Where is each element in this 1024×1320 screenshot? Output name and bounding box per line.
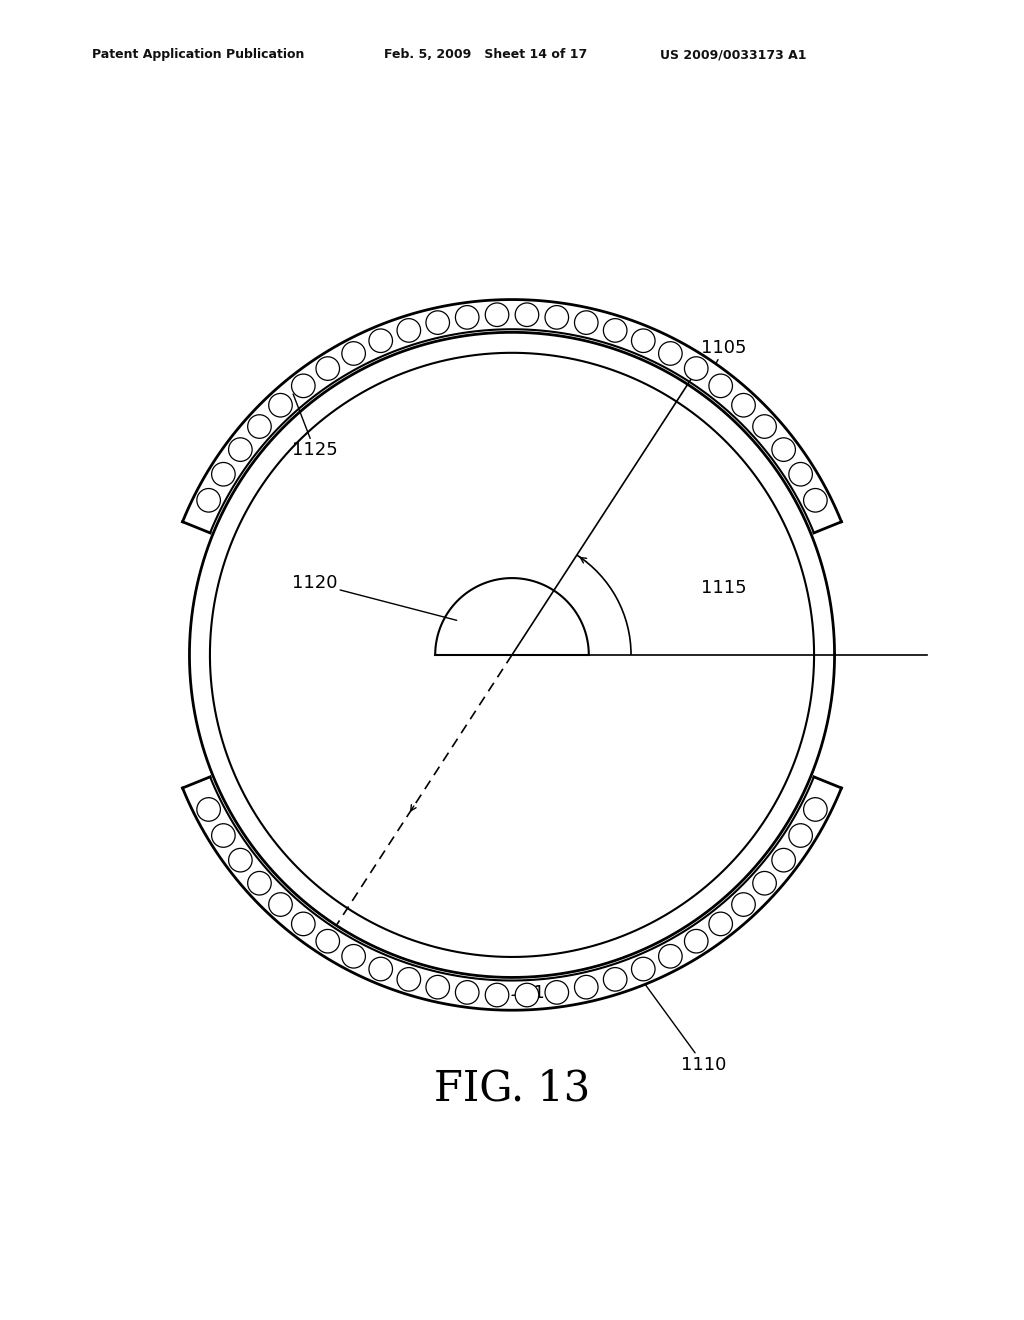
Circle shape (709, 912, 732, 936)
Circle shape (684, 356, 708, 380)
Circle shape (228, 849, 252, 873)
Circle shape (658, 945, 682, 968)
Circle shape (268, 393, 292, 417)
Circle shape (709, 374, 732, 397)
Text: 1115: 1115 (701, 579, 748, 598)
Circle shape (397, 318, 421, 342)
Circle shape (788, 824, 812, 847)
Circle shape (545, 306, 568, 329)
Text: 1105: 1105 (701, 339, 746, 364)
Circle shape (485, 304, 509, 326)
Circle shape (545, 981, 568, 1005)
Circle shape (804, 797, 827, 821)
Circle shape (632, 329, 655, 352)
Circle shape (485, 983, 509, 1007)
Circle shape (397, 968, 421, 991)
Circle shape (197, 488, 220, 512)
Circle shape (658, 342, 682, 366)
Text: FIG. 13: FIG. 13 (434, 1067, 590, 1109)
Circle shape (212, 462, 236, 486)
Circle shape (316, 929, 340, 953)
Circle shape (632, 957, 655, 981)
Text: US 2009/0033173 A1: US 2009/0033173 A1 (660, 48, 807, 61)
Circle shape (772, 438, 796, 462)
Circle shape (603, 968, 627, 991)
Text: 1110: 1110 (645, 985, 726, 1073)
Text: Patent Application Publication: Patent Application Publication (92, 48, 304, 61)
Circle shape (732, 393, 756, 417)
Circle shape (316, 356, 340, 380)
Circle shape (515, 304, 539, 326)
Text: Feb. 5, 2009   Sheet 14 of 17: Feb. 5, 2009 Sheet 14 of 17 (384, 48, 587, 61)
Circle shape (603, 318, 627, 342)
Circle shape (292, 912, 315, 936)
Text: 1120: 1120 (292, 574, 457, 620)
Circle shape (248, 871, 271, 895)
Circle shape (248, 414, 271, 438)
Circle shape (804, 488, 827, 512)
Circle shape (212, 824, 236, 847)
Circle shape (753, 871, 776, 895)
Circle shape (684, 929, 708, 953)
Circle shape (753, 414, 776, 438)
Circle shape (515, 983, 539, 1007)
Circle shape (369, 329, 392, 352)
Circle shape (772, 849, 796, 873)
Circle shape (369, 957, 392, 981)
Circle shape (574, 975, 598, 999)
Circle shape (426, 310, 450, 334)
Text: 1130: 1130 (512, 983, 567, 1002)
Circle shape (732, 892, 756, 916)
Circle shape (342, 945, 366, 968)
Circle shape (456, 306, 479, 329)
Text: 1125: 1125 (292, 395, 338, 459)
Circle shape (574, 310, 598, 334)
Circle shape (788, 462, 812, 486)
Circle shape (197, 797, 220, 821)
Circle shape (268, 892, 292, 916)
Circle shape (342, 342, 366, 366)
Circle shape (292, 374, 315, 397)
Circle shape (426, 975, 450, 999)
Circle shape (228, 438, 252, 462)
Circle shape (456, 981, 479, 1005)
